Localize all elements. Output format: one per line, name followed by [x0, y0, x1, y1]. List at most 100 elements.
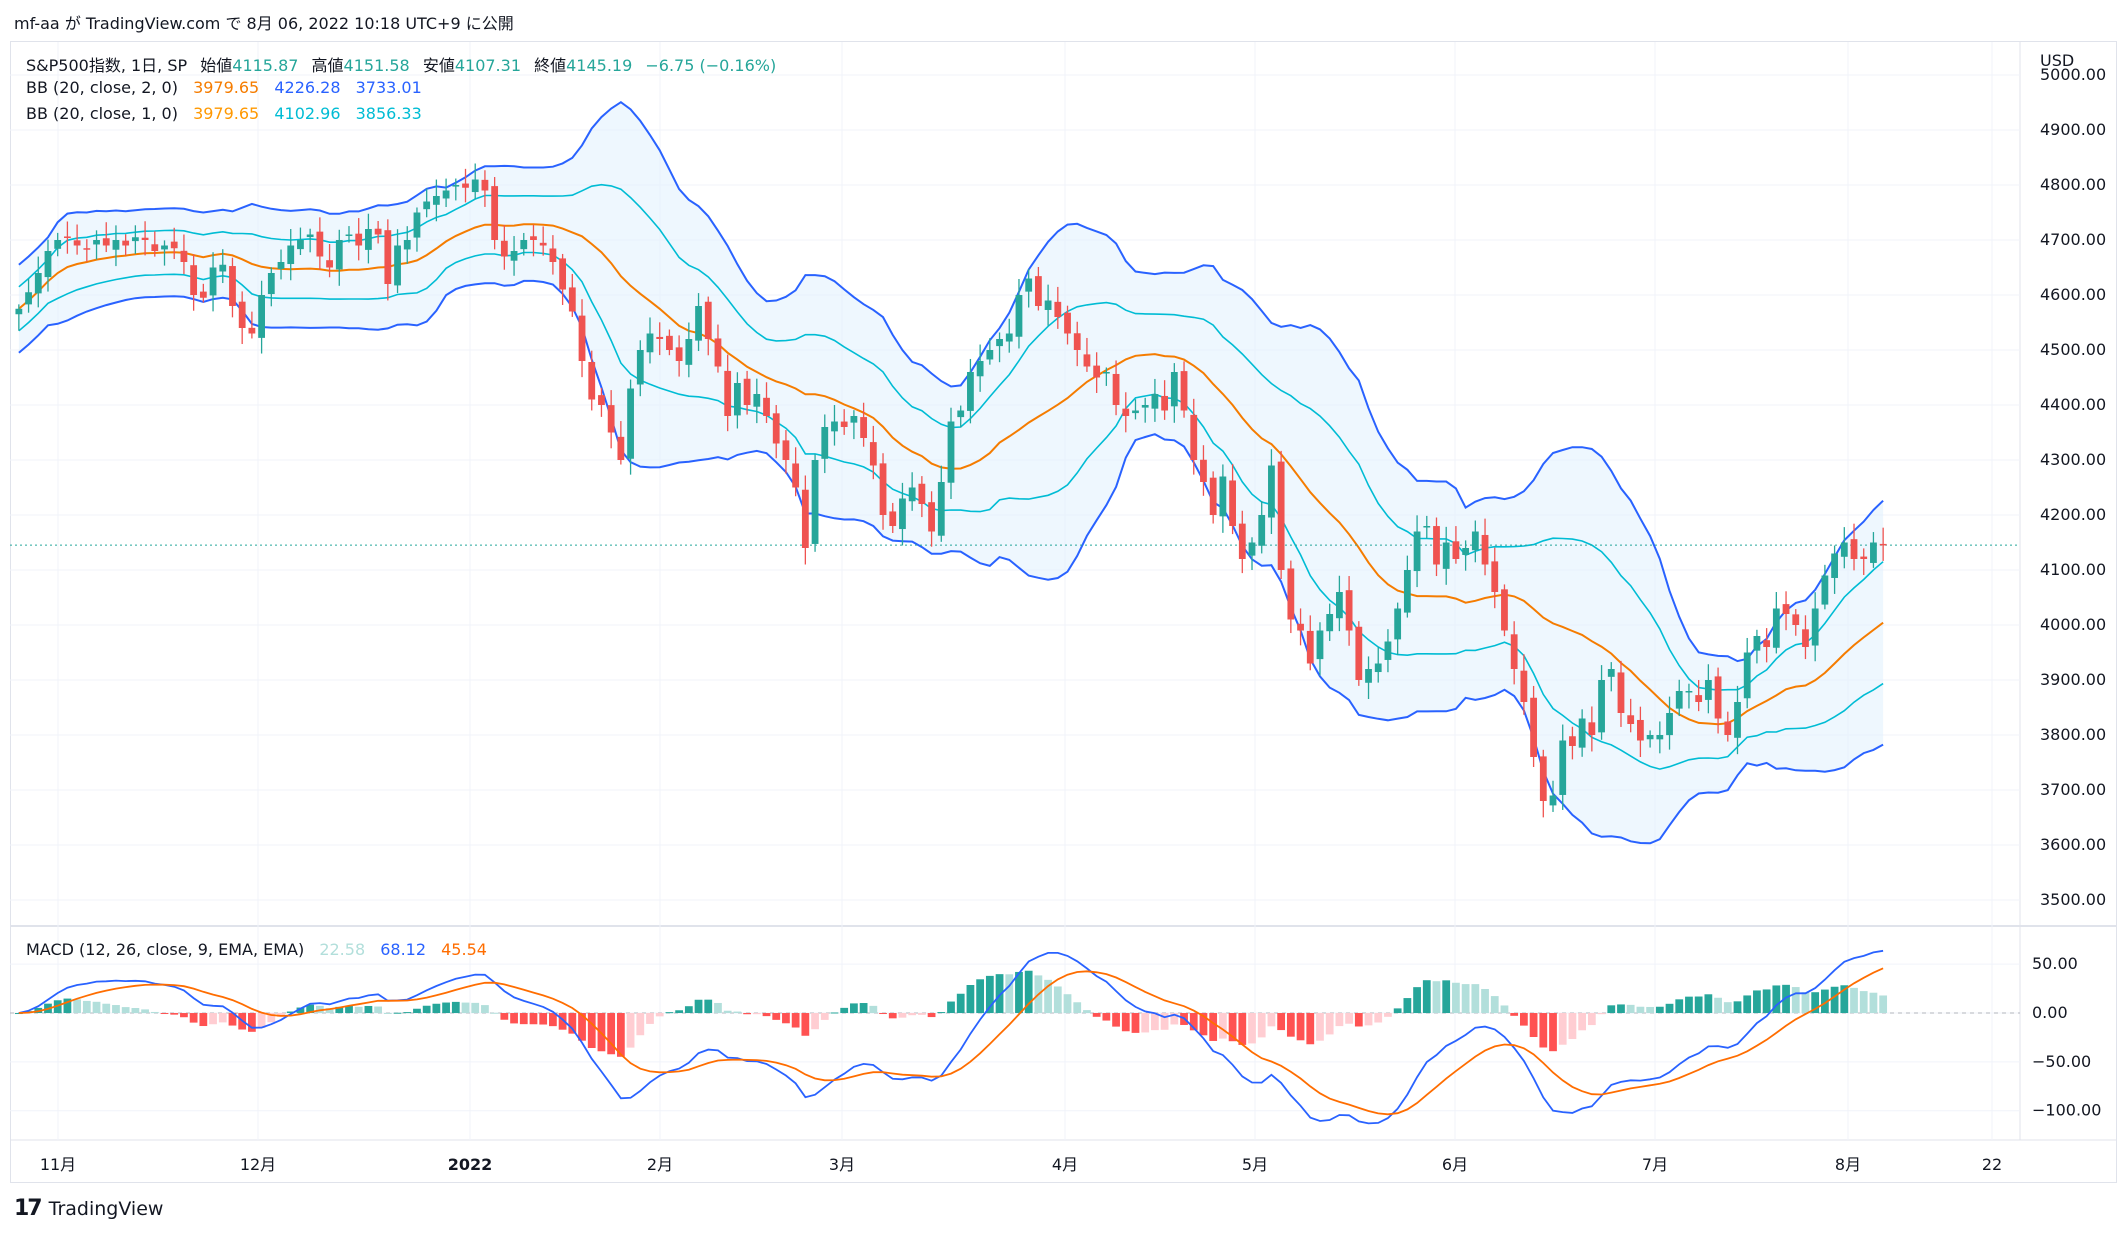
macd-histogram-bar — [888, 1013, 897, 1019]
legend-macd[interactable]: MACD (12, 26, close, 9, EMA, EMA) 22.58 … — [26, 940, 487, 959]
candle-body — [413, 212, 421, 238]
macd-histogram-bar — [694, 999, 703, 1014]
candle-body — [1044, 300, 1052, 310]
candle-body — [481, 179, 489, 191]
macd-histogram-bar — [1102, 1013, 1111, 1021]
bb1-basis: 3979.65 — [193, 104, 260, 123]
macd-histogram-bar — [966, 985, 975, 1014]
price-axis-unit: USD — [2040, 51, 2074, 70]
candle-body — [1326, 614, 1334, 632]
candle-body — [190, 265, 198, 295]
candle-body — [1190, 414, 1198, 460]
candle-body — [1423, 526, 1431, 528]
candle-body — [1384, 641, 1392, 660]
candle-body — [1141, 405, 1149, 408]
macd-line-value: 68.12 — [380, 940, 427, 959]
macd-histogram-bar — [413, 1008, 421, 1014]
macd-histogram-bar — [374, 1006, 383, 1014]
price-tick-label: 4700.00 — [2040, 230, 2106, 249]
macd-histogram-bar — [1529, 1013, 1538, 1038]
candle-body — [209, 267, 217, 296]
candle-body — [1792, 614, 1800, 625]
legend-bb1[interactable]: BB (20, close, 1, 0) 3979.65 4102.96 385… — [26, 104, 422, 123]
candle-body — [1675, 691, 1683, 709]
macd-histogram-bar — [704, 999, 713, 1014]
macd-histogram-bar — [811, 1013, 819, 1030]
price-tick-label: 5000.00 — [2040, 65, 2106, 84]
candle-body — [1637, 719, 1644, 741]
candle-body — [685, 339, 693, 365]
macd-histogram-bar — [549, 1013, 557, 1027]
macd-histogram-bar — [1063, 994, 1072, 1014]
macd-histogram-bar — [218, 1013, 227, 1023]
candle-body — [1132, 410, 1139, 414]
candle-body — [93, 240, 100, 245]
candle-body — [1151, 394, 1159, 409]
macd-histogram-bar — [1393, 1008, 1402, 1014]
candle-body — [559, 258, 567, 290]
candle-body — [335, 240, 343, 270]
price-tick-label: 3900.00 — [2040, 670, 2106, 689]
macd-histogram-bar — [529, 1013, 538, 1025]
macd-histogram-bar — [956, 993, 965, 1014]
candle-body — [1209, 477, 1217, 515]
bb1-label: BB (20, close, 1, 0) — [26, 104, 178, 123]
legend-high-label: 高値 — [311, 56, 344, 75]
macd-histogram-bar — [1646, 1006, 1654, 1014]
macd-histogram-bar — [1772, 985, 1781, 1014]
macd-histogram-bar — [1432, 981, 1441, 1014]
candle-body — [743, 378, 751, 405]
macd-histogram-bar — [985, 975, 994, 1014]
candle-body — [491, 186, 499, 240]
candle-body — [267, 273, 275, 295]
candle-body — [1277, 461, 1285, 570]
macd-histogram-bar — [1811, 992, 1820, 1014]
macd-histogram-bar — [510, 1013, 518, 1024]
macd-histogram-bar — [587, 1013, 596, 1048]
legend-low: 4107.31 — [454, 56, 521, 75]
candle-body — [1753, 636, 1761, 651]
candle-body — [899, 498, 906, 530]
candle-body — [1850, 539, 1858, 559]
candle-body — [1064, 312, 1071, 334]
candle-body — [1054, 301, 1062, 317]
bb1-lower-line — [18, 251, 1884, 770]
x-axis: 11月 12月 2022 2月 3月 4月 5月 6月 7月 8月 22 — [40, 1155, 2002, 1174]
macd-histogram-bar — [1141, 1013, 1150, 1033]
candle-body — [598, 395, 605, 405]
candle-body — [15, 308, 23, 315]
candle-body — [792, 463, 800, 488]
macd-histogram-bar — [1617, 1004, 1625, 1014]
macd-histogram-bar — [1112, 1013, 1120, 1027]
macd-histogram-bar — [209, 1013, 217, 1025]
candle-body — [161, 245, 168, 250]
candle-body — [394, 245, 401, 286]
macd-histogram-bar — [257, 1013, 266, 1028]
legend-bb2[interactable]: BB (20, close, 2, 0) 3979.65 4226.28 373… — [26, 78, 422, 97]
candle-body — [1734, 702, 1741, 738]
candle-body — [1714, 676, 1722, 719]
macd-histogram-bar — [1626, 1004, 1635, 1014]
candle-body — [704, 301, 712, 339]
candle-body — [986, 350, 994, 360]
candle-body — [73, 240, 81, 246]
macd-histogram-bar — [558, 1013, 567, 1030]
candle-body — [1462, 548, 1470, 555]
footer-brand[interactable]: 17 TradingView — [14, 1196, 163, 1221]
macd-histogram-bar — [1422, 980, 1431, 1014]
price-tick-label: 4800.00 — [2040, 175, 2106, 194]
macd-histogram-bar — [383, 1012, 392, 1014]
macd-histogram-bar — [1015, 971, 1023, 1014]
macd-histogram-bar — [1500, 1005, 1509, 1014]
candle-body — [1073, 333, 1081, 350]
macd-histogram-bar — [820, 1013, 829, 1020]
x-tick-label: 11月 — [40, 1155, 76, 1174]
candle-body — [1345, 590, 1353, 631]
macd-histogram-bar — [1316, 1013, 1324, 1041]
macd-histogram-bar — [325, 1008, 334, 1014]
price-tick-label: 4500.00 — [2040, 340, 2106, 359]
macd-histogram-bar — [199, 1013, 208, 1027]
candle-body — [180, 250, 188, 262]
candle-body — [578, 315, 586, 361]
